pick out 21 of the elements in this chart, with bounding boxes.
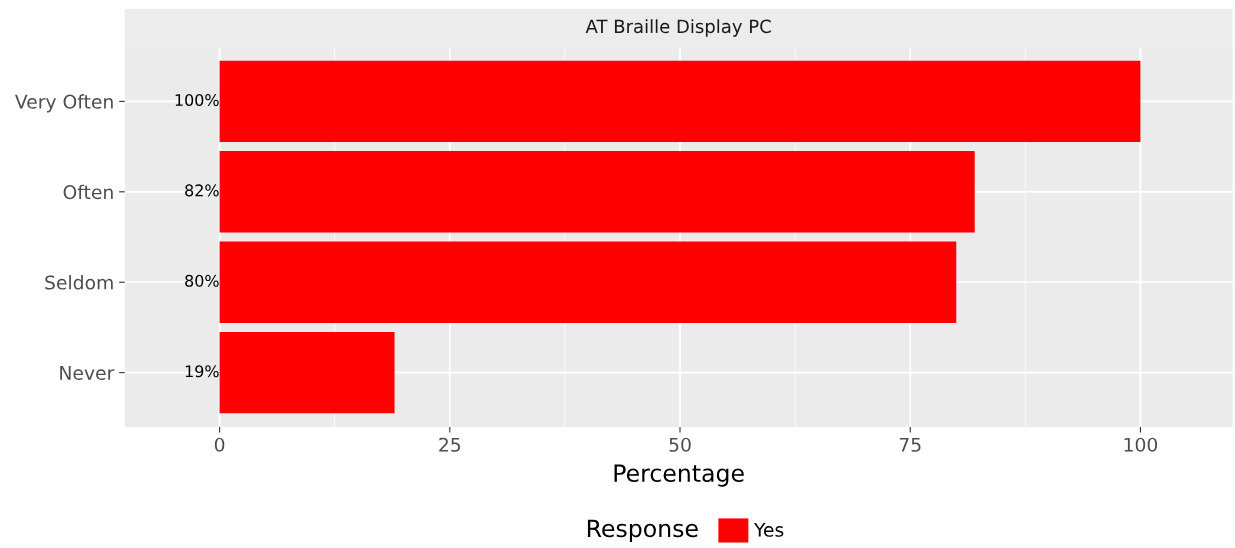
x-tick-label: 50 xyxy=(669,437,691,452)
data-label: 82% xyxy=(185,184,219,197)
y-tick-label: Often xyxy=(63,184,113,200)
data-label: 19% xyxy=(185,365,219,378)
x-tick-label: 100 xyxy=(1124,437,1158,452)
x-axis-title: Percentage xyxy=(614,464,744,487)
x-tick-label: 0 xyxy=(214,437,225,452)
data-label: 80% xyxy=(185,274,219,287)
bar xyxy=(219,151,975,233)
x-tick-label: 75 xyxy=(899,437,921,452)
bar xyxy=(219,60,1141,143)
bar xyxy=(219,241,957,323)
y-tick-label: Very Often xyxy=(14,94,113,113)
y-tick-label: Seldom xyxy=(45,275,113,290)
legend-title: Response xyxy=(587,519,698,542)
legend-label: Yes xyxy=(753,522,784,537)
data-label: 100% xyxy=(175,93,219,107)
bar xyxy=(219,331,395,414)
x-tick-label: 25 xyxy=(439,437,461,452)
y-tick-label: Never xyxy=(60,366,115,381)
chart-title: AT Braille Display PC xyxy=(585,19,771,37)
